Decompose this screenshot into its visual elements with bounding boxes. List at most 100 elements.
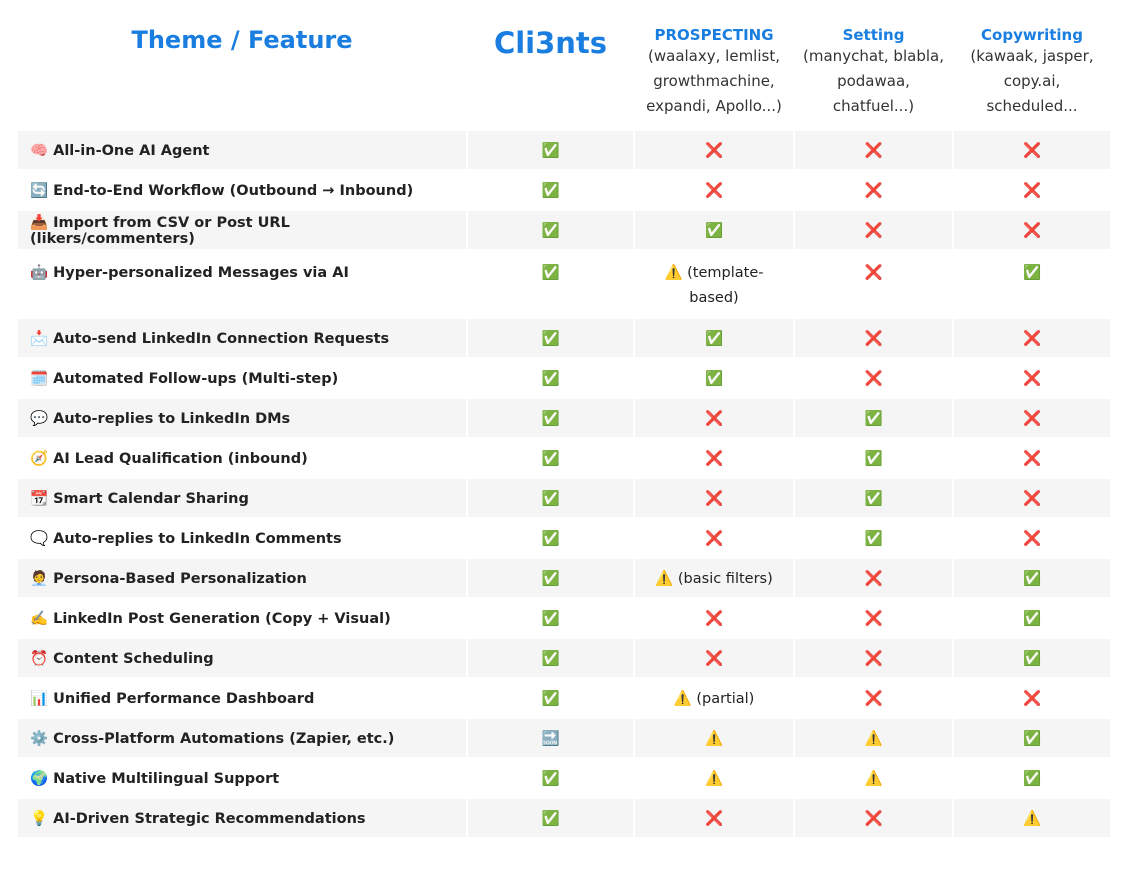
feature-cell: 🧠 All-in-One AI Agent bbox=[16, 129, 468, 171]
status-cell: ✅ bbox=[952, 757, 1112, 799]
header-title: Cli3nts bbox=[493, 26, 608, 60]
table-row: 📥 Import from CSV or Post URL (likers/co… bbox=[16, 209, 1112, 251]
table-row: 🧠 All-in-One AI Agent ✅ ❌ ❌ ❌ bbox=[16, 129, 1112, 171]
header-row: Theme / Feature Cli3nts PROSPECTING (waalax… bbox=[16, 14, 1112, 131]
status-cell: ✅ bbox=[952, 249, 1112, 319]
table-row: 🧭 AI Lead Qualification (inbound) ✅ ❌ ✅ ❌ bbox=[16, 437, 1112, 479]
status-cell: ✅ bbox=[793, 517, 954, 559]
status-cell: ❌ bbox=[793, 209, 954, 251]
status-cell: 🔜 bbox=[466, 717, 635, 759]
status-cell: ❌ bbox=[633, 129, 795, 171]
status-cell: ✅ bbox=[466, 129, 635, 171]
status-cell: ❌ bbox=[633, 797, 795, 839]
status-cell: ✅ bbox=[633, 317, 795, 359]
status-cell: ❌ bbox=[633, 397, 795, 439]
status-cell: ❌ bbox=[952, 357, 1112, 399]
table-row: 🔄 End-to-End Workflow (Outbound → Inboun… bbox=[16, 169, 1112, 211]
feature-cell: 💬 Auto-replies to LinkedIn DMs bbox=[16, 397, 468, 439]
status-cell: ❌ bbox=[793, 169, 954, 211]
status-cell: ❌ bbox=[793, 249, 954, 319]
feature-cell: 📊 Unified Performance Dashboard bbox=[16, 677, 468, 719]
table-row: 🤖 Hyper-personalized Messages via AI ✅ ⚠️ … bbox=[16, 249, 1112, 319]
table-row: ⚙️ Cross-Platform Automations (Zapier, e… bbox=[16, 717, 1112, 759]
status-cell: ✅ bbox=[466, 357, 635, 399]
status-cell: ❌ bbox=[952, 317, 1112, 359]
table-row: 💡 AI-Driven Strategic Recommendations ✅ ❌ ❌… bbox=[16, 797, 1112, 839]
status-cell: ❌ bbox=[793, 557, 954, 599]
table-row: 💬 Auto-replies to LinkedIn DMs ✅ ❌ ✅ ❌ bbox=[16, 397, 1112, 439]
table-row: 🗓️ Automated Follow-ups (Multi-step) ✅ ✅ ❌ ❌ bbox=[16, 357, 1112, 399]
status-cell: ⚠️ bbox=[633, 757, 795, 799]
status-cell: ❌ bbox=[952, 169, 1112, 211]
status-cell: ❌ bbox=[952, 129, 1112, 171]
status-cell: ❌ bbox=[793, 597, 954, 639]
header-title: Theme / Feature bbox=[131, 26, 353, 54]
status-cell: ✅ bbox=[466, 209, 635, 251]
header-desc: (manychat, blabla, podawaa, chatfuel...) bbox=[803, 47, 944, 115]
status-cell: ⚠️ (basic filters) bbox=[633, 557, 795, 599]
status-cell: ✅ bbox=[952, 557, 1112, 599]
status-cell: ✅ bbox=[793, 477, 954, 519]
status-cell: ✅ bbox=[466, 397, 635, 439]
header-title: Copywriting bbox=[981, 26, 1083, 44]
feature-cell: 📩 Auto-send LinkedIn Connection Requests bbox=[16, 317, 468, 359]
status-cell: ❌ bbox=[633, 517, 795, 559]
header-cell: Cli3nts bbox=[466, 14, 635, 131]
status-cell: ✅ bbox=[952, 597, 1112, 639]
table-row: 📩 Auto-send LinkedIn Connection Requests… bbox=[16, 317, 1112, 359]
table-row: 🗨️ Auto-replies to LinkedIn Comments ✅ ❌ ✅ ❌ bbox=[16, 517, 1112, 559]
status-cell: ❌ bbox=[793, 129, 954, 171]
feature-cell: ⏰ Content Scheduling bbox=[16, 637, 468, 679]
header-title: Setting bbox=[842, 26, 905, 44]
feature-cell: 📆 Smart Calendar Sharing bbox=[16, 477, 468, 519]
feature-cell: 🔄 End-to-End Workflow (Outbound → Inboun… bbox=[16, 169, 468, 211]
feature-cell: 🧭 AI Lead Qualification (inbound) bbox=[16, 437, 468, 479]
status-cell: ✅ bbox=[466, 597, 635, 639]
status-cell: ✅ bbox=[466, 437, 635, 479]
status-cell: ✅ bbox=[466, 477, 635, 519]
table-row: 🌍 Native Multilingual Support ✅ ⚠️ ⚠️ ✅ bbox=[16, 757, 1112, 799]
status-cell: ❌ bbox=[793, 797, 954, 839]
table-row: 🧑‍💼 Persona-Based Personalization ✅ ⚠️ (ba… bbox=[16, 557, 1112, 599]
status-cell: ✅ bbox=[952, 717, 1112, 759]
status-cell: ✅ bbox=[633, 209, 795, 251]
header-desc: (waalaxy, lemlist, growthmachine, expand… bbox=[646, 47, 782, 115]
feature-cell: 📥 Import from CSV or Post URL (likers/co… bbox=[16, 209, 468, 251]
feature-cell: ✍️ LinkedIn Post Generation (Copy + Visu… bbox=[16, 597, 468, 639]
status-cell: ❌ bbox=[633, 437, 795, 479]
status-cell: ✅ bbox=[466, 169, 635, 211]
status-cell: ❌ bbox=[952, 477, 1112, 519]
status-cell: ❌ bbox=[952, 517, 1112, 559]
status-cell: ❌ bbox=[952, 437, 1112, 479]
table-row: 📊 Unified Performance Dashboard ✅ ⚠️ (part… bbox=[16, 677, 1112, 719]
feature-cell: 🤖 Hyper-personalized Messages via AI bbox=[16, 249, 468, 319]
table-row: ✍️ LinkedIn Post Generation (Copy + Visu… bbox=[16, 597, 1112, 639]
comparison-table: Theme / Feature Cli3nts PROSPECTING (waalax… bbox=[16, 14, 1112, 839]
status-cell: ❌ bbox=[633, 477, 795, 519]
status-cell: ⚠️ bbox=[952, 797, 1112, 839]
feature-cell: 🌍 Native Multilingual Support bbox=[16, 757, 468, 799]
status-cell: ❌ bbox=[633, 637, 795, 679]
feature-cell: 💡 AI-Driven Strategic Recommendations bbox=[16, 797, 468, 839]
status-cell: ✅ bbox=[466, 249, 635, 319]
status-cell: ✅ bbox=[793, 397, 954, 439]
header-desc: (kawaak, jasper, copy.ai, scheduled... bbox=[970, 47, 1094, 115]
status-cell: ⚠️ (partial) bbox=[633, 677, 795, 719]
status-cell: ✅ bbox=[466, 797, 635, 839]
header-title: PROSPECTING bbox=[654, 26, 774, 44]
header-cell: Setting (manychat, blabla, podawaa, chatf… bbox=[793, 14, 954, 131]
status-cell: ✅ bbox=[793, 437, 954, 479]
status-cell: ❌ bbox=[952, 397, 1112, 439]
status-cell: ✅ bbox=[466, 557, 635, 599]
status-cell: ❌ bbox=[793, 317, 954, 359]
status-cell: ⚠️ (template-based) bbox=[633, 249, 795, 319]
status-cell: ✅ bbox=[466, 637, 635, 679]
status-cell: ❌ bbox=[633, 597, 795, 639]
status-cell: ❌ bbox=[793, 677, 954, 719]
status-cell: ❌ bbox=[633, 169, 795, 211]
feature-cell: ⚙️ Cross-Platform Automations (Zapier, e… bbox=[16, 717, 468, 759]
status-cell: ⚠️ bbox=[633, 717, 795, 759]
feature-cell: 🗓️ Automated Follow-ups (Multi-step) bbox=[16, 357, 468, 399]
status-cell: ✅ bbox=[466, 317, 635, 359]
status-cell: ✅ bbox=[466, 517, 635, 559]
